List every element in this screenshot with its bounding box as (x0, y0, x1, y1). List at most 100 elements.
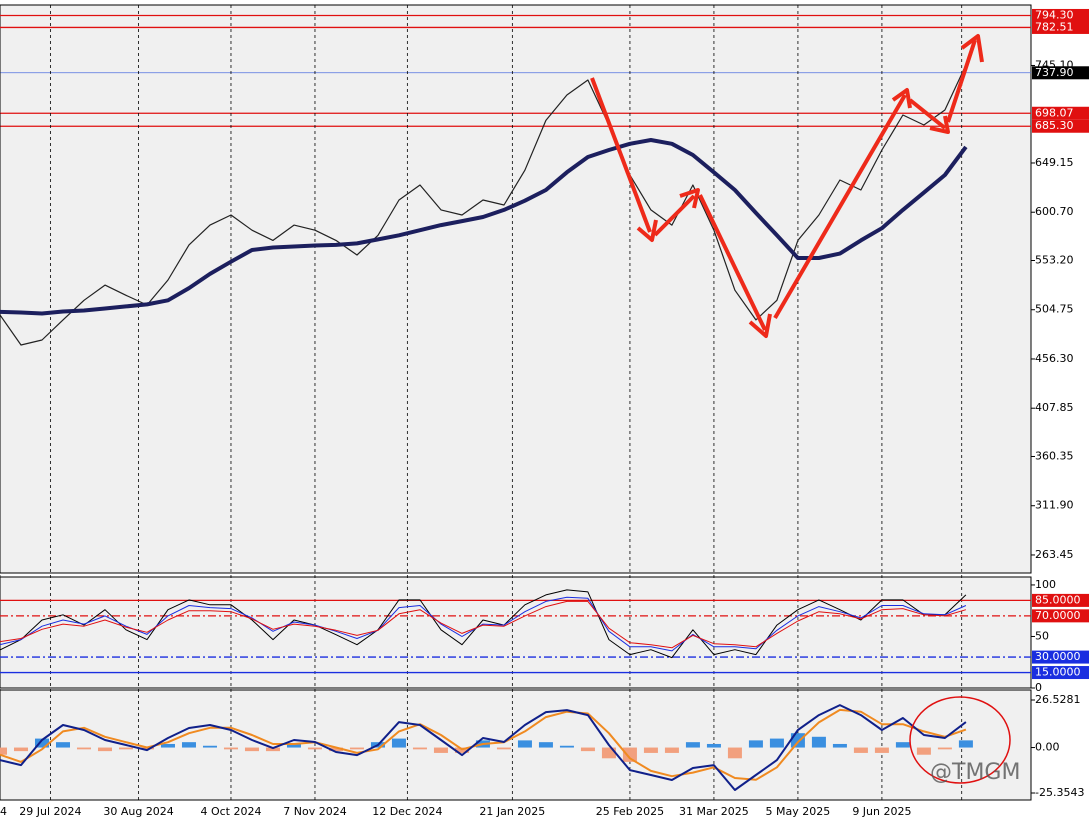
histogram-bar (55, 742, 70, 748)
rsi-panel (0, 576, 1032, 689)
arrow-head (891, 88, 912, 109)
series-line (0, 704, 967, 791)
x-tick-label: 29 Jul 2024 (19, 805, 81, 818)
y-tick-label: 311.90 (1035, 499, 1074, 512)
histogram-bar (853, 747, 868, 753)
histogram-bar (580, 747, 595, 752)
histogram-bar (727, 747, 742, 759)
annotation-arrows (590, 34, 984, 338)
x-tick-label: 4 Oct 2024 (200, 805, 261, 818)
watermark: @TMGM (930, 760, 1020, 785)
level-label: 737.90 (1035, 66, 1074, 79)
histogram-bar (937, 747, 952, 750)
histogram-bar (118, 747, 133, 750)
histogram-bar (0, 747, 7, 755)
histogram-bar (391, 738, 406, 748)
arrow-head (960, 34, 984, 63)
histogram-bar (769, 738, 784, 748)
y-tick-label: 263.45 (1035, 548, 1074, 561)
arrow (908, 98, 947, 130)
histogram-bar (412, 747, 427, 750)
y-tick-label: 504.75 (1035, 303, 1074, 316)
x-tick-label: 12 Dec 2024 (372, 805, 442, 818)
y-tick-label: 407.85 (1035, 401, 1074, 414)
level-label-box (1032, 666, 1089, 680)
x-tick-label: 21 Jan 2025 (479, 805, 545, 818)
y-tick-label: 456.30 (1035, 352, 1074, 365)
series-line (0, 589, 967, 659)
y-tick-label: 553.20 (1035, 253, 1074, 266)
arrow-head (748, 313, 772, 338)
level-label: 15.0000 (1035, 666, 1081, 679)
level-label-box (1032, 609, 1089, 623)
histogram-bar (223, 747, 238, 750)
y-tick-label: -25.3543 (1035, 786, 1084, 799)
histogram-bar (517, 740, 532, 748)
histogram-bar (622, 747, 637, 762)
level-label: 685.30 (1035, 119, 1074, 132)
histogram-bar (601, 747, 616, 759)
level-label-box (1032, 106, 1089, 120)
histogram-bar (181, 742, 196, 748)
histogram-bar (643, 747, 658, 753)
histogram-bar (433, 747, 448, 753)
arrow (698, 194, 767, 331)
y-tick-label: 0 (1035, 681, 1042, 694)
y-tick-label: 100 (1035, 578, 1056, 591)
highlight-ellipse (909, 696, 1011, 784)
histogram-bar (664, 747, 679, 753)
histogram-bar (958, 740, 973, 748)
histogram-bar (160, 743, 175, 748)
x-tick-label: 25 Feb 2025 (596, 805, 664, 818)
histogram-bar (748, 740, 763, 748)
histogram-bar (895, 742, 910, 748)
level-label-box (1032, 650, 1089, 664)
x-tick-label: 7 Nov 2024 (283, 805, 346, 818)
histogram-bar (265, 747, 280, 752)
histogram-bar (34, 738, 49, 748)
arrow-head (679, 188, 700, 209)
arrow-head (929, 115, 950, 134)
level-label: 794.30 (1035, 8, 1074, 21)
arrow-head (636, 219, 658, 242)
x-tick-label: 9 Jun 2025 (852, 805, 911, 818)
histogram-bar (244, 747, 259, 752)
x-tick-label: 24 (0, 805, 7, 818)
histogram-bar (328, 747, 343, 752)
y-tick-label: 649.15 (1035, 156, 1074, 169)
price-panel (0, 4, 1032, 574)
histogram-bar (559, 745, 574, 748)
series-line (0, 138, 968, 316)
x-tick-label: 30 Aug 2024 (103, 805, 173, 818)
y-tick-label: 360.35 (1035, 449, 1074, 462)
y-tick-label: 0.00 (1035, 741, 1060, 754)
level-label-box (1032, 66, 1089, 80)
arrow (773, 93, 907, 320)
histogram-bar (349, 747, 364, 750)
x-tick-label: 5 May 2025 (766, 805, 831, 818)
level-label: 85.0000 (1035, 593, 1081, 606)
histogram-bar (286, 743, 301, 748)
y-tick-label: 26.5281 (1035, 693, 1081, 706)
histogram-bar (76, 747, 91, 750)
level-label-box (1032, 119, 1089, 133)
histogram-bar (307, 747, 322, 750)
histogram-bar (13, 747, 28, 752)
level-label-box (1032, 593, 1089, 607)
series-line (0, 64, 967, 346)
y-tick-label: 50 (1035, 629, 1049, 642)
level-label-box (1032, 8, 1089, 22)
histogram-bar (706, 743, 721, 748)
histogram-bar (916, 747, 931, 755)
histogram-bar (874, 747, 889, 753)
histogram-bar (832, 743, 847, 748)
histogram-bar (538, 742, 553, 748)
histogram-bar (790, 733, 805, 748)
level-label-box (1032, 20, 1089, 34)
plot-layer: 263.45 311.90 360.35 407.85 456.30 504.75 553.… (0, 5, 1089, 818)
level-label: 782.51 (1035, 20, 1074, 33)
level-label: 698.07 (1035, 106, 1074, 119)
level-label: 30.0000 (1035, 650, 1081, 663)
arrow (946, 39, 977, 123)
histogram-bar (97, 747, 112, 752)
